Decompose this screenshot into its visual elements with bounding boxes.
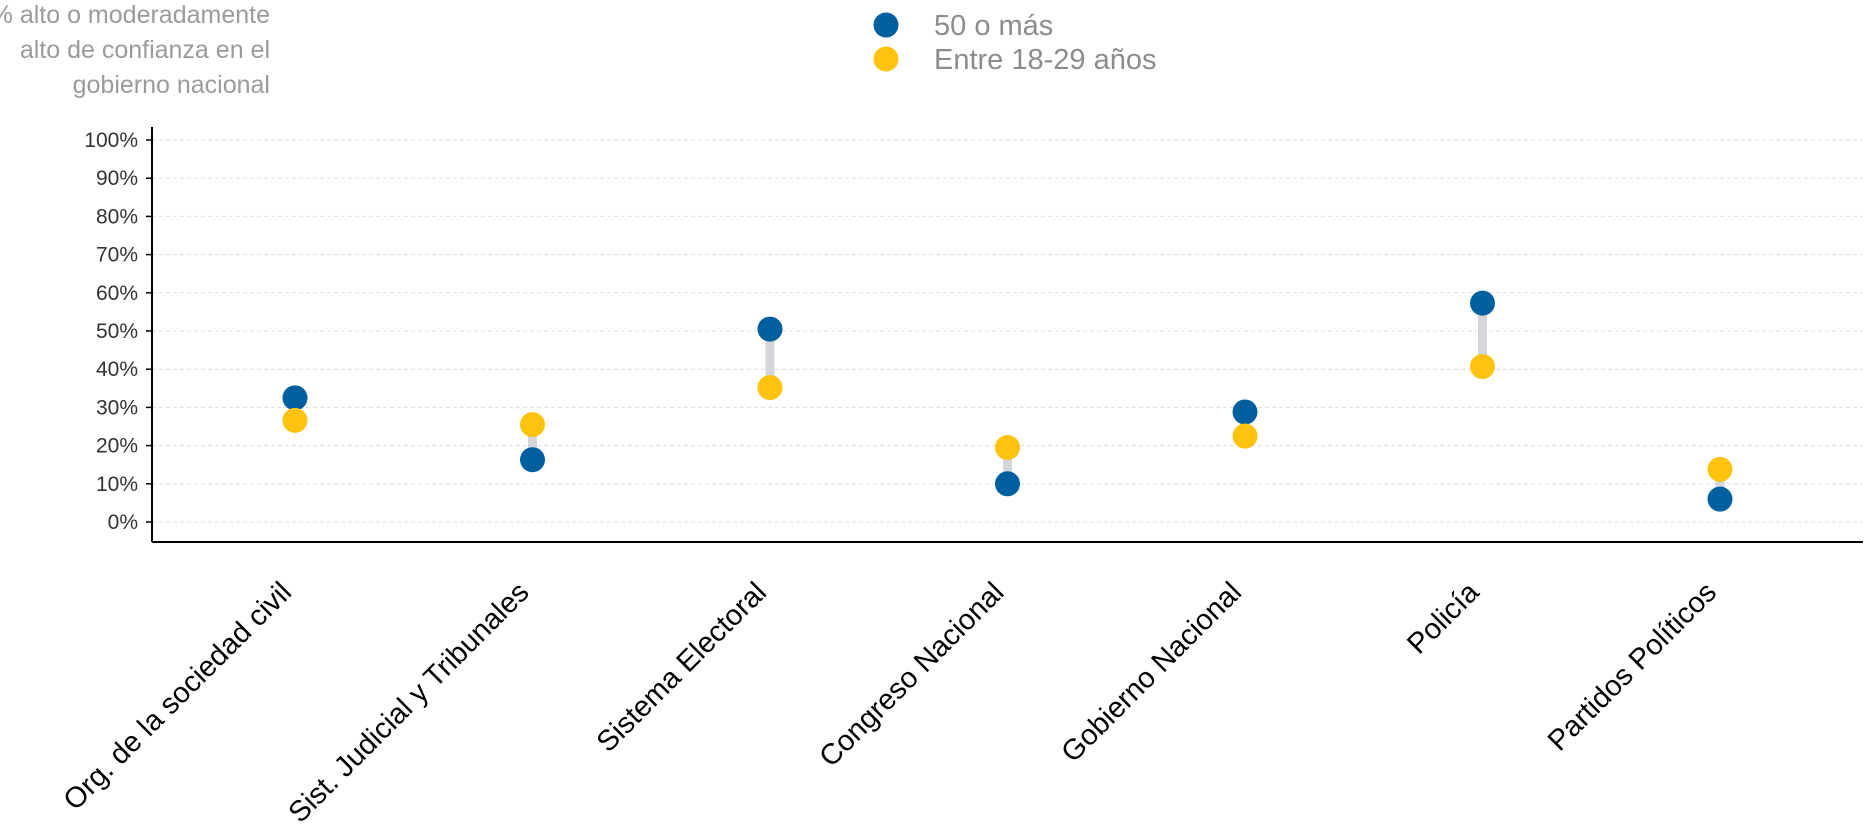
data-point <box>995 471 1020 497</box>
data-point <box>520 447 545 473</box>
category-label: Org. de la sociedad civil <box>58 576 298 816</box>
y-tick-label: 70% <box>96 244 138 267</box>
category-label: Sist. Judicial y Tribunales <box>283 576 536 829</box>
y-tick-label: 10% <box>96 473 138 496</box>
data-point <box>282 385 308 411</box>
data-point <box>757 316 783 342</box>
category-label: Congreso Nacional <box>813 576 1010 773</box>
data-point <box>1232 399 1258 425</box>
y-tick-label: 90% <box>96 167 138 190</box>
connectors <box>290 303 1725 500</box>
data-point <box>1232 423 1258 449</box>
category-label: Policía <box>1401 576 1486 661</box>
legend-label: 50 o más <box>934 10 1053 42</box>
y-tick-label: 60% <box>96 282 138 305</box>
legend-marker <box>873 12 899 38</box>
data-point <box>1470 290 1495 316</box>
legend-label: Entre 18-29 años <box>934 44 1156 76</box>
y-axis-title: % alto o moderadamente alto de confianza … <box>0 1 270 99</box>
axes <box>151 127 1863 543</box>
data-point <box>1470 354 1495 380</box>
data-points <box>282 290 1733 512</box>
y-tick-label: 80% <box>96 205 138 228</box>
data-point <box>1707 456 1733 482</box>
data-point <box>282 407 308 433</box>
y-axis-title-line: gobierno nacional <box>73 71 270 99</box>
category-label: Sistema Electoral <box>591 576 773 758</box>
category-label: Gobierno Nacional <box>1055 576 1247 768</box>
data-point <box>520 412 545 438</box>
legend-marker <box>873 46 899 72</box>
y-tick-label: 50% <box>96 320 138 343</box>
y-tick-label: 0% <box>108 511 138 534</box>
y-tick-labels: 0% 10% 20% 30% 40% 50% 60% 70% 80% 90% 100% <box>84 129 152 534</box>
y-tick-label: 30% <box>96 396 138 419</box>
y-tick-label: 100% <box>84 129 138 152</box>
data-point <box>757 375 783 401</box>
y-axis-title-line: alto de confianza en el <box>20 36 270 64</box>
y-tick-label: 20% <box>96 435 138 458</box>
data-point <box>1707 486 1733 512</box>
category-label: Partidos Políticos <box>1542 576 1723 757</box>
y-axis-title-line: % alto o moderadamente <box>0 1 270 29</box>
y-tick-label: 40% <box>96 358 138 381</box>
data-point <box>995 435 1020 461</box>
